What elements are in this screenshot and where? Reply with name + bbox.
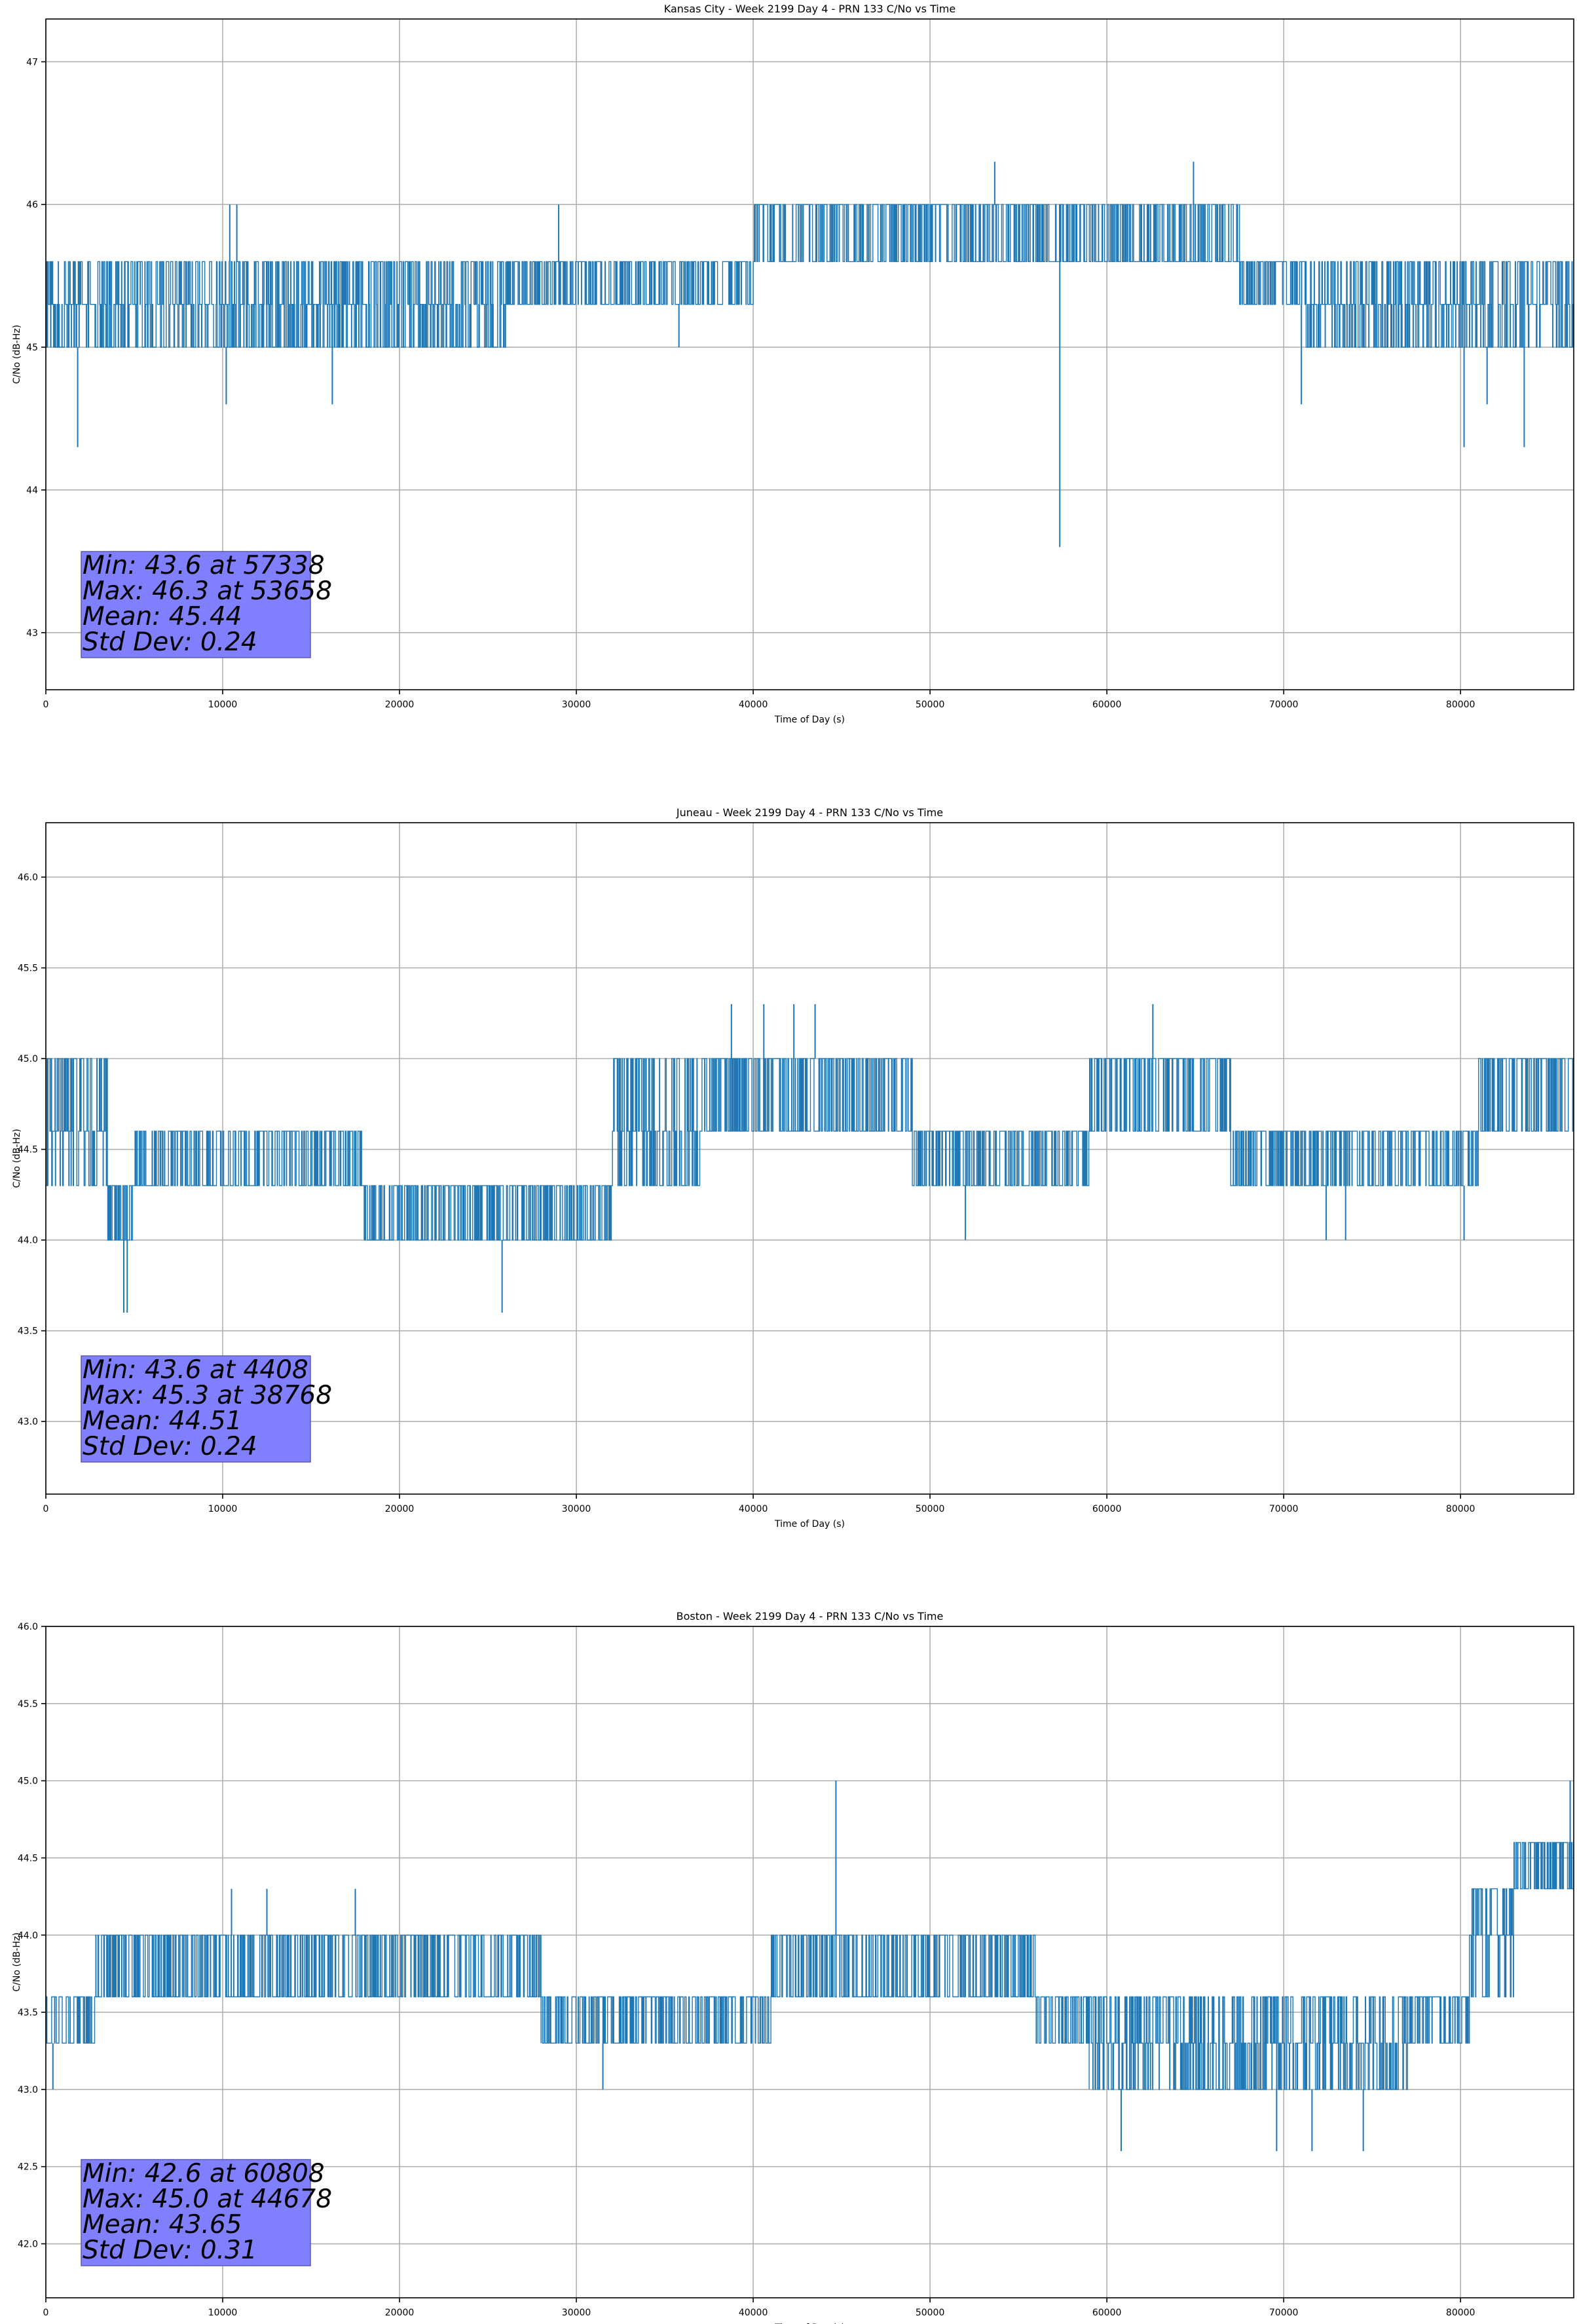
x-tick-label: 40000: [739, 1504, 768, 1514]
series-line: [45, 204, 1574, 348]
y-tick-label: 44: [26, 485, 38, 496]
stats-line: Std Dev: 0.24: [83, 1432, 257, 1461]
x-tick-label: 80000: [1446, 700, 1475, 710]
x-axis-label: Time of Day (s): [774, 1519, 845, 1529]
x-tick-label: 60000: [1092, 1504, 1122, 1514]
series-line: [46, 1842, 1574, 2090]
chart-panel-3: 0 10000 20000 30000 40000 50000 60000 70000 8000…: [12, 1610, 1574, 2324]
y-tick-label: 45.0: [18, 1776, 38, 1787]
y-tick-label: 43: [26, 628, 38, 639]
y-tick-label: 44.0: [18, 1235, 38, 1246]
x-tick-label: 30000: [562, 2308, 591, 2318]
y-tick-label: 42.5: [18, 2162, 38, 2173]
y-tick-label: 45.0: [18, 1054, 38, 1064]
x-tick-label: 20000: [385, 700, 415, 710]
x-tick-label: 50000: [916, 2308, 945, 2318]
x-tick-label: 0: [43, 700, 49, 710]
x-tick-label: 20000: [385, 1504, 415, 1514]
stats-line: Std Dev: 0.31: [83, 2236, 257, 2265]
y-axis-label: C/No (dB-Hz): [12, 325, 22, 384]
x-tick-label: 70000: [1269, 2308, 1299, 2318]
stats-line: Std Dev: 0.24: [83, 628, 257, 657]
axes-frame: [45, 822, 1574, 1495]
x-tick-label: 80000: [1446, 1504, 1475, 1514]
chart-title: Juneau - Week 2199 Day 4 - PRN 133 C/No …: [676, 806, 943, 819]
axes-frame: [45, 18, 1574, 690]
x-tick-label: 60000: [1092, 700, 1122, 710]
chart-panel-1: 0 10000 20000 30000 40000 50000 60000 70000 8000…: [12, 3, 1574, 725]
y-tick-label: 42.0: [18, 2240, 38, 2250]
x-tick-label: 10000: [208, 700, 238, 710]
stats-line: Min: 43.6 at 4408: [83, 1355, 308, 1385]
x-tick-label: 0: [43, 1504, 49, 1514]
x-axis-label: Time of Day (s): [774, 715, 845, 725]
x-tick-label: 60000: [1092, 2308, 1122, 2318]
y-tick-label: 43.0: [18, 1417, 38, 1427]
x-tick-label: 10000: [208, 2308, 238, 2318]
stats-box: [81, 1355, 311, 1463]
x-tick-label: 0: [43, 2308, 49, 2318]
x-tick-label: 70000: [1269, 700, 1299, 710]
x-tick-label: 30000: [562, 700, 591, 710]
y-tick-label: 44.5: [18, 1853, 38, 1864]
y-tick-label: 45.5: [18, 964, 38, 974]
stats-line: Min: 43.6 at 57338: [83, 551, 325, 580]
y-tick-label: 45.5: [18, 1699, 38, 1710]
stats-box: [81, 551, 311, 658]
y-tick-label: 43.5: [18, 2008, 38, 2018]
y-tick-label: 44.0: [18, 1930, 38, 1941]
y-tick-label: 44.5: [18, 1145, 38, 1155]
y-axis-label: C/No (dB-Hz): [12, 1129, 22, 1188]
x-tick-label: 50000: [916, 700, 945, 710]
stats-line: Max: 45.3 at 38768: [83, 1381, 332, 1410]
axes-frame: [45, 1626, 1574, 2298]
x-tick-label: 50000: [916, 1504, 945, 1514]
chart-panel-2: 0 10000 20000 30000 40000 50000 60000 70000 8000…: [12, 806, 1574, 1529]
x-tick-label: 40000: [739, 2308, 768, 2318]
y-tick-label: 47: [26, 57, 38, 67]
chart-title: Kansas City - Week 2199 Day 4 - PRN 133 …: [664, 3, 955, 15]
x-tick-label: 40000: [739, 700, 768, 710]
x-tick-label: 30000: [562, 1504, 591, 1514]
stats-box: [81, 2159, 311, 2266]
x-tick-label: 20000: [385, 2308, 415, 2318]
y-tick-label: 43.0: [18, 2085, 38, 2095]
stats-line: Mean: 44.51: [83, 1406, 242, 1436]
x-tick-label: 80000: [1446, 2308, 1475, 2318]
stats-line: Max: 46.3 at 53658: [83, 576, 332, 606]
y-axis-label: C/No (dB-Hz): [12, 1932, 22, 1991]
stats-line: Mean: 45.44: [83, 602, 242, 631]
chart-title: Boston - Week 2199 Day 4 - PRN 133 C/No …: [677, 1610, 944, 1622]
stats-line: Max: 45.0 at 44678: [83, 2184, 332, 2214]
x-tick-label: 70000: [1269, 1504, 1299, 1514]
x-tick-label: 10000: [208, 1504, 238, 1514]
y-tick-label: 46.0: [18, 872, 38, 883]
x-axis-label: Time of Day (s): [774, 2323, 845, 2324]
y-tick-label: 46.0: [18, 1622, 38, 1632]
y-tick-label: 43.5: [18, 1326, 38, 1337]
y-tick-label: 45: [26, 343, 38, 353]
series-line: [46, 1058, 1574, 1241]
stats-line: Min: 42.6 at 60808: [83, 2159, 325, 2188]
y-tick-label: 46: [26, 200, 38, 210]
stats-line: Mean: 43.65: [83, 2210, 242, 2240]
